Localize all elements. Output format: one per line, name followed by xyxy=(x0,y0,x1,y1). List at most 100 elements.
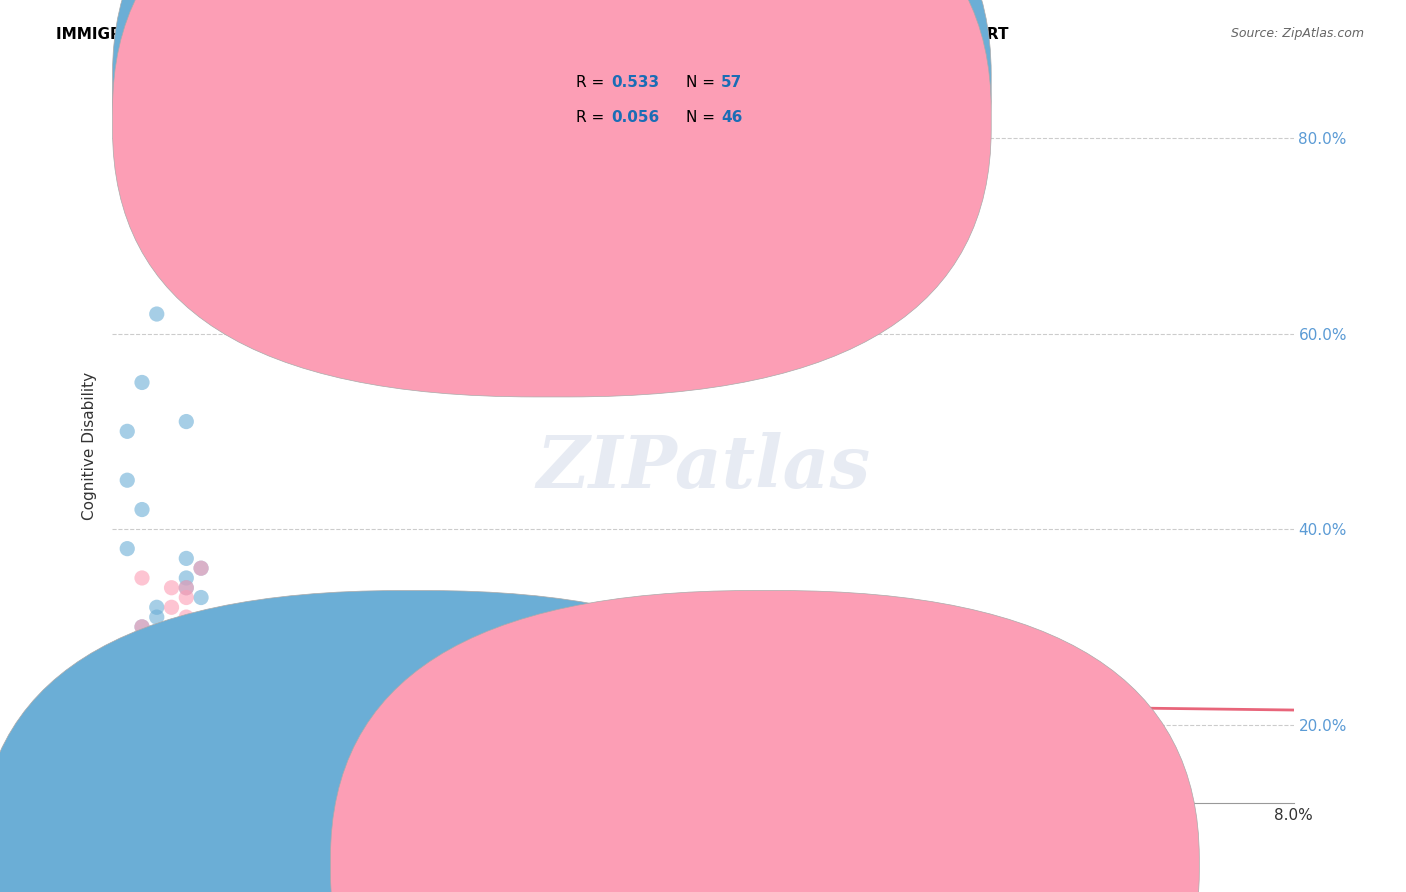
Point xyxy=(131,737,153,751)
Point xyxy=(160,649,183,664)
Point xyxy=(160,659,183,673)
Point xyxy=(146,640,169,654)
Point xyxy=(160,737,183,751)
Text: R =: R = xyxy=(576,76,610,90)
Point xyxy=(174,581,197,595)
Point xyxy=(146,698,169,712)
Point xyxy=(160,698,183,712)
Point xyxy=(174,415,197,429)
Point xyxy=(174,610,197,624)
Point xyxy=(146,727,169,741)
Text: ZIPatlas: ZIPatlas xyxy=(536,432,870,503)
Point xyxy=(160,678,183,692)
Point xyxy=(131,717,153,731)
Point xyxy=(146,688,169,702)
Point xyxy=(117,727,138,741)
Text: R =: R = xyxy=(576,111,610,125)
Text: N =: N = xyxy=(686,76,720,90)
Point xyxy=(190,591,212,605)
Point xyxy=(146,698,169,712)
Point xyxy=(190,717,212,731)
Y-axis label: Cognitive Disability: Cognitive Disability xyxy=(82,372,97,520)
Point xyxy=(174,698,197,712)
Point xyxy=(190,727,212,741)
Point xyxy=(131,669,153,683)
Point xyxy=(131,376,153,390)
Point xyxy=(117,473,138,487)
Point xyxy=(131,620,153,634)
Point xyxy=(146,717,169,731)
Point xyxy=(160,707,183,722)
Point xyxy=(160,707,183,722)
Point xyxy=(174,591,197,605)
Point xyxy=(174,669,197,683)
Point xyxy=(205,737,228,751)
Point xyxy=(117,727,138,741)
Point xyxy=(131,717,153,731)
Point xyxy=(160,698,183,712)
Point xyxy=(131,756,153,771)
Point xyxy=(146,747,169,761)
Point xyxy=(131,620,153,634)
Text: 57: 57 xyxy=(721,76,742,90)
Point xyxy=(174,659,197,673)
Text: Immigrants from Dominica: Immigrants from Dominica xyxy=(779,855,965,868)
Point xyxy=(174,717,197,731)
Point xyxy=(160,581,183,595)
Point xyxy=(131,698,153,712)
Point xyxy=(146,688,169,702)
Point xyxy=(146,717,169,731)
Point xyxy=(146,678,169,692)
Point xyxy=(131,669,153,683)
Point xyxy=(146,737,169,751)
Text: IMMIGRANTS FROM SINGAPORE VS IMMIGRANTS FROM DOMINICA COGNITIVE DISABILITY CORRE: IMMIGRANTS FROM SINGAPORE VS IMMIGRANTS … xyxy=(56,27,1008,42)
Point xyxy=(160,698,183,712)
Text: Immigrants from Singapore: Immigrants from Singapore xyxy=(439,855,630,868)
Point xyxy=(174,571,197,585)
Point xyxy=(131,737,153,751)
Text: 0.056: 0.056 xyxy=(612,111,659,125)
Point xyxy=(190,707,212,722)
Point xyxy=(190,561,212,575)
Point xyxy=(117,707,138,722)
Point xyxy=(160,688,183,702)
Point xyxy=(146,698,169,712)
Point xyxy=(160,698,183,712)
Point xyxy=(160,747,183,761)
Point xyxy=(146,717,169,731)
Point xyxy=(160,727,183,741)
Point xyxy=(146,630,169,644)
Point xyxy=(131,737,153,751)
Point xyxy=(117,425,138,439)
Point xyxy=(174,581,197,595)
Point xyxy=(131,717,153,731)
Point xyxy=(174,698,197,712)
Point xyxy=(146,669,169,683)
Point xyxy=(131,727,153,741)
Point xyxy=(174,727,197,741)
Point xyxy=(174,707,197,722)
Point xyxy=(190,561,212,575)
Point xyxy=(174,688,197,702)
Point xyxy=(146,307,169,321)
Text: 0.533: 0.533 xyxy=(612,76,659,90)
Point xyxy=(146,707,169,722)
Point xyxy=(117,717,138,731)
Point xyxy=(160,640,183,654)
Text: 46: 46 xyxy=(721,111,742,125)
Point xyxy=(131,502,153,516)
Point xyxy=(146,600,169,615)
Point xyxy=(146,707,169,722)
Point xyxy=(190,698,212,712)
Point xyxy=(117,727,138,741)
Point xyxy=(205,707,228,722)
Text: Source: ZipAtlas.com: Source: ZipAtlas.com xyxy=(1230,27,1364,40)
Point xyxy=(117,541,138,556)
Text: N =: N = xyxy=(686,111,720,125)
Point xyxy=(190,747,212,761)
Point xyxy=(146,610,169,624)
Point xyxy=(160,600,183,615)
Point xyxy=(146,698,169,712)
Point xyxy=(131,688,153,702)
Point xyxy=(131,717,153,731)
